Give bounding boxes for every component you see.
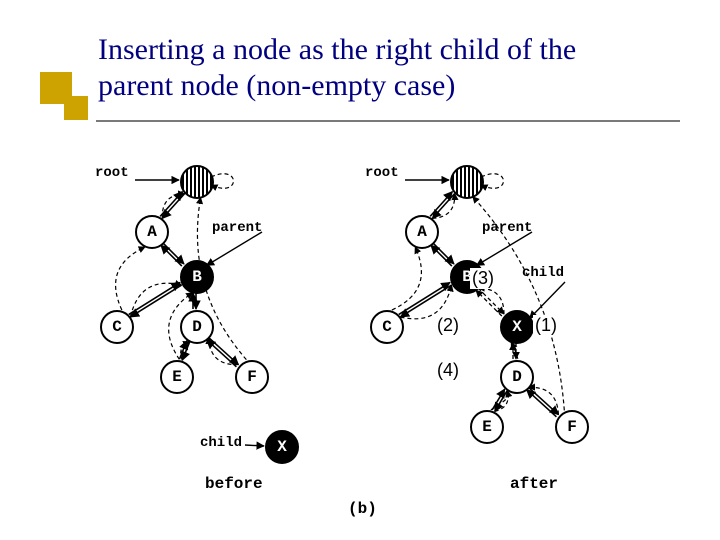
label-parent_before: parent [212,220,262,236]
label-after: after [510,475,558,493]
node-d: D [180,310,214,344]
node-e: E [470,410,504,444]
node-a: A [405,215,439,249]
label-child_before: child [200,435,242,451]
node-f: F [235,360,269,394]
node-x: X [265,430,299,464]
label-before: before [205,475,263,493]
node-d: D [500,360,534,394]
label-root_after: root [365,165,399,181]
step-s1: (1) [533,315,559,336]
node-e: E [160,360,194,394]
node-root [450,165,484,199]
label-child_after: child [522,265,564,281]
step-s2: (2) [435,315,461,336]
label-fig: (b) [348,500,377,518]
edges-svg [40,160,680,540]
node-root [180,165,214,199]
label-parent_after: parent [482,220,532,236]
slide: Inserting a node as the right child of t… [0,0,720,540]
node-x: X [500,310,534,344]
step-s3: (3) [470,268,496,289]
diagram-stage: ABCDEFXABCXDEFrootparentchildbeforerootp… [40,160,680,500]
accent-square-2 [64,96,88,120]
step-s4: (4) [435,360,461,381]
node-c: C [370,310,404,344]
node-c: C [100,310,134,344]
title-underline [96,120,680,122]
node-f: F [555,410,589,444]
label-root_before: root [95,165,129,181]
slide-title: Inserting a node as the right child of t… [98,32,658,104]
node-a: A [135,215,169,249]
node-b: B [180,260,214,294]
